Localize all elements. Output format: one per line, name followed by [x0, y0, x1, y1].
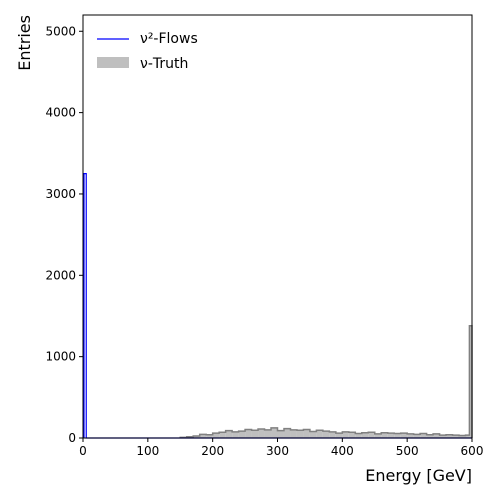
truth-bin	[290, 429, 297, 438]
legend: ν²-Flows ν-Truth	[97, 31, 198, 72]
x-tick-label: 300	[266, 444, 289, 458]
x-axis-label: Energy [GeV]	[365, 466, 472, 485]
truth-bin	[439, 435, 447, 438]
truth-bin	[251, 430, 259, 438]
legend-flows-label: ν²-Flows	[140, 31, 198, 47]
truth-bin	[232, 431, 239, 438]
truth-bin	[258, 429, 265, 438]
truth-bin	[296, 430, 304, 438]
truth-bin	[309, 431, 317, 438]
legend-truth-label: ν-Truth	[140, 56, 188, 72]
truth-bin	[465, 435, 470, 438]
truth-histogram	[179, 324, 473, 439]
truth-bin	[329, 431, 336, 438]
truth-bin	[394, 433, 401, 438]
x-axis-ticks: 0 100 200 300 400 500 600	[79, 438, 483, 458]
truth-outline	[179, 324, 473, 439]
truth-bin	[413, 434, 421, 438]
x-tick-label: 0	[79, 444, 87, 458]
truth-bin	[316, 430, 323, 438]
truth-bin	[322, 431, 330, 438]
y-axis-label: Entries	[15, 15, 34, 71]
x-tick-label: 600	[461, 444, 484, 458]
truth-bin	[277, 430, 284, 438]
x-tick-label: 500	[396, 444, 419, 458]
truth-bin	[238, 431, 246, 438]
truth-bin	[199, 434, 207, 438]
truth-bin	[452, 435, 460, 438]
truth-bin	[368, 432, 375, 438]
truth-bin	[335, 433, 343, 438]
y-axis-ticks: 0 1000 2000 3000 4000 5000	[45, 24, 83, 445]
truth-bin	[225, 430, 233, 438]
truth-bin	[271, 427, 278, 438]
y-tick-label: 1000	[45, 350, 76, 364]
truth-bin	[459, 435, 466, 438]
truth-bin	[206, 434, 213, 438]
y-tick-label: 0	[68, 431, 76, 445]
truth-bin	[283, 428, 291, 438]
truth-bin	[193, 435, 200, 438]
truth-bin	[212, 433, 220, 438]
truth-bin	[469, 325, 472, 438]
truth-bin	[303, 429, 310, 438]
y-tick-label: 2000	[45, 268, 76, 282]
truth-bin	[381, 432, 388, 438]
truth-bin	[245, 429, 252, 438]
y-tick-label: 5000	[45, 24, 76, 38]
truth-bin	[264, 429, 272, 438]
truth-bin	[433, 433, 440, 438]
x-tick-label: 200	[201, 444, 224, 458]
truth-bin	[348, 432, 356, 438]
truth-bin	[387, 433, 395, 438]
legend-truth-swatch	[97, 57, 129, 68]
truth-bin	[407, 433, 414, 438]
truth-bin	[342, 431, 349, 438]
truth-bin	[400, 433, 408, 438]
x-tick-label: 100	[136, 444, 159, 458]
truth-bin	[355, 433, 362, 438]
y-tick-label: 4000	[45, 106, 76, 120]
truth-bin	[426, 434, 434, 438]
truth-bin	[219, 432, 226, 438]
y-tick-label: 3000	[45, 187, 76, 201]
truth-bin	[446, 434, 453, 438]
truth-bin	[374, 433, 382, 438]
truth-bin	[420, 433, 427, 438]
x-tick-label: 400	[331, 444, 354, 458]
truth-bin	[361, 432, 369, 438]
